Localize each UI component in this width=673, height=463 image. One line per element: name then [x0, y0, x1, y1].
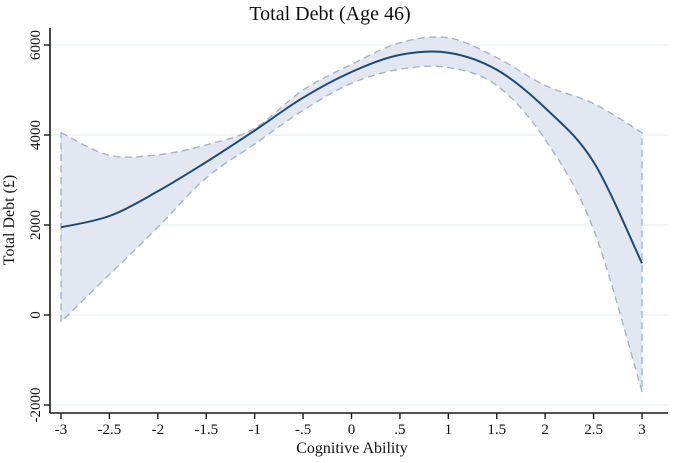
axes [49, 28, 668, 414]
x-tick-label: -3 [55, 422, 68, 438]
x-tick-label: 1 [445, 422, 453, 438]
y-tick-label: 6000 [28, 30, 44, 60]
x-axis-ticks: -3 -2.5 -2 -1.5 -1 -.5 0 .5 1 1.5 2 2.5 3 [55, 413, 646, 438]
x-tick-label: -2.5 [98, 422, 122, 438]
x-tick-label: 2.5 [584, 422, 603, 438]
x-tick-label: -1.5 [194, 422, 218, 438]
x-tick-label: 1.5 [487, 422, 506, 438]
x-tick-label: -.5 [295, 422, 311, 438]
y-tick-label: -2000 [28, 388, 44, 423]
x-tick-label: -1 [248, 422, 261, 438]
x-tick-label: .5 [394, 422, 405, 438]
x-tick-label: -2 [152, 422, 165, 438]
confidence-band [60, 36, 643, 393]
y-tick-label: 4000 [28, 120, 44, 150]
y-axis-label: Total Debt (£) [1, 175, 18, 265]
y-tick-label: 2000 [28, 210, 44, 240]
y-axis-ticks: -2000 0 2000 4000 6000 [28, 30, 50, 423]
y-tick-label: 0 [28, 311, 44, 319]
fitted-line [60, 50, 643, 264]
x-tick-label: 3 [638, 422, 646, 438]
chart-title: Total Debt (Age 46) [249, 3, 410, 25]
x-axis-label: Cognitive Ability [296, 440, 408, 457]
x-tick-label: 2 [541, 422, 549, 438]
x-tick-label: 0 [348, 422, 356, 438]
